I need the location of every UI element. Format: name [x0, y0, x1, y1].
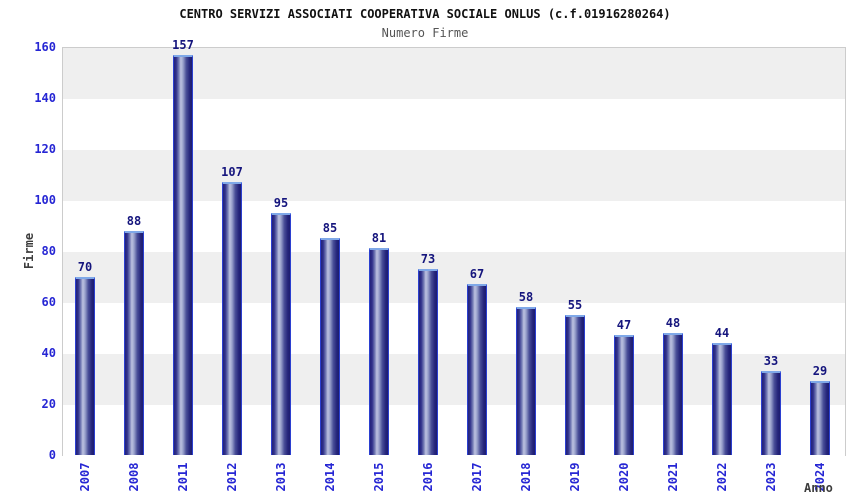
bar-value-label: 107 [221, 165, 243, 180]
x-tick-label: 2021 [666, 462, 680, 492]
y-tick-label: 120 [34, 142, 56, 156]
bar-value-label: 29 [812, 364, 828, 379]
bar-value-label: 33 [763, 353, 779, 368]
x-tick-label: 2014 [323, 462, 337, 492]
bar-2018 [516, 307, 536, 455]
x-tick-label: 2017 [470, 462, 484, 492]
y-tick-label: 20 [41, 397, 56, 411]
x-tick-label: 2012 [225, 462, 239, 492]
bar-2021 [663, 332, 683, 455]
x-tick-label: 2015 [372, 462, 386, 492]
bar-value-label: 55 [567, 297, 583, 312]
bar-value-label: 67 [469, 267, 485, 282]
x-tick-label: 2022 [715, 462, 729, 492]
y-tick-label: 0 [48, 448, 56, 462]
y-tick-label: 80 [41, 244, 56, 258]
bar-2022 [712, 342, 732, 455]
bar-value-label: 70 [77, 259, 93, 274]
bar-2016 [418, 268, 438, 455]
bar-2013 [271, 212, 291, 455]
bar-value-label: 47 [616, 318, 632, 333]
grid-band [63, 252, 845, 303]
grid-band [63, 201, 845, 252]
bar-value-label: 58 [518, 290, 534, 305]
y-tick-label: 140 [34, 91, 56, 105]
bar-2015 [369, 248, 389, 455]
bar-value-label: 48 [665, 315, 681, 330]
bar-2007 [75, 276, 95, 455]
grid-band [63, 99, 845, 150]
chart-title: CENTRO SERVIZI ASSOCIATI COOPERATIVA SOC… [179, 7, 671, 21]
bar-value-label: 85 [322, 221, 338, 236]
x-tick-label: 2013 [274, 462, 288, 492]
y-tick-label: 60 [41, 295, 56, 309]
bar-2014 [320, 238, 340, 455]
bar-2019 [565, 314, 585, 455]
x-tick-label: 2011 [176, 462, 190, 492]
bar-value-label: 88 [126, 213, 142, 228]
chart-subtitle: Numero Firme [381, 26, 469, 40]
x-tick-label: 2023 [764, 462, 778, 492]
bar-2008 [124, 230, 144, 455]
bar-2023 [761, 370, 781, 455]
y-tick-label: 100 [34, 193, 56, 207]
grid-band [63, 150, 845, 201]
y-tick-label: 40 [41, 346, 56, 360]
bar-value-label: 157 [172, 37, 194, 52]
bar-2012 [222, 182, 242, 455]
bar-value-label: 73 [420, 251, 436, 266]
x-tick-label: 2019 [568, 462, 582, 492]
x-tick-label: 2007 [78, 462, 92, 492]
x-tick-label: 2016 [421, 462, 435, 492]
bar-2024 [810, 381, 830, 455]
x-axis-title: Anno [804, 481, 833, 495]
bar-value-label: 95 [273, 195, 289, 210]
bar-value-label: 44 [714, 325, 730, 340]
x-tick-label: 2018 [519, 462, 533, 492]
bar-value-label: 81 [371, 231, 387, 246]
grid-band [63, 48, 845, 99]
y-tick-label: 160 [34, 40, 56, 54]
bar-2011 [173, 54, 193, 455]
x-tick-label: 2008 [127, 462, 141, 492]
x-tick-label: 2020 [617, 462, 631, 492]
bar-2017 [467, 284, 487, 455]
bar-2020 [614, 335, 634, 455]
